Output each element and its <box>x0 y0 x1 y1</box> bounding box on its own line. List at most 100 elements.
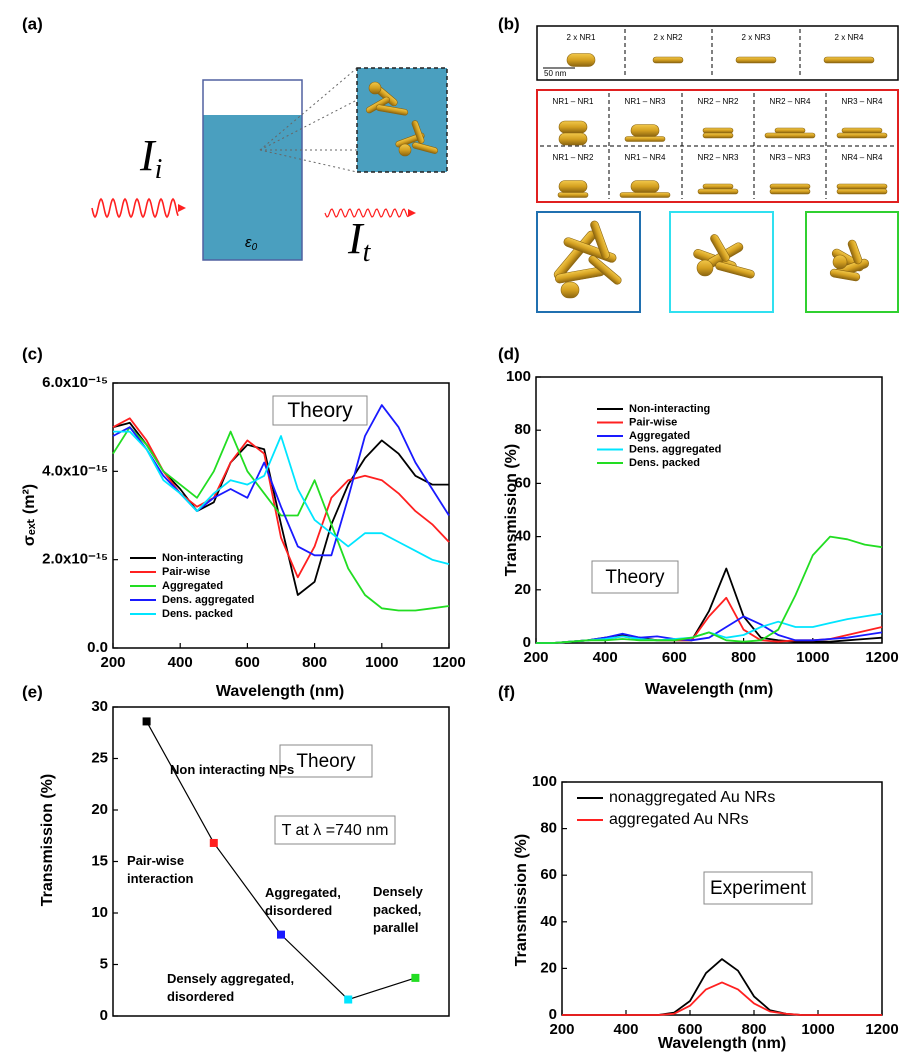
zoom-lines <box>259 67 358 173</box>
nanorod <box>832 254 848 270</box>
label-line: Non interacting NPs <box>170 762 294 777</box>
label-line: disordered <box>265 903 332 918</box>
label-line: Aggregated, <box>265 885 341 900</box>
permittivity: ε0 <box>245 234 258 253</box>
nanorod <box>630 124 660 137</box>
singles-box <box>536 25 899 81</box>
y-tick-label: 25 <box>91 749 108 766</box>
x-tick-label: 800 <box>741 1021 766 1038</box>
arrow-head <box>178 204 186 212</box>
nanorod <box>412 142 438 154</box>
nanorod <box>715 261 755 279</box>
panel-label: (f) <box>498 682 515 701</box>
panel-label: (a) <box>22 14 43 33</box>
x-axis-label: Wavelength (nm) <box>645 681 773 698</box>
y-tick-label: 5 <box>100 955 108 972</box>
legend-label: Dens. packed <box>162 608 233 620</box>
nanorod <box>558 120 588 134</box>
pair-label: NR1 – NR3 <box>625 97 666 106</box>
point-label: Aggregated, disordered <box>265 885 341 918</box>
annotation: Theory <box>296 751 356 772</box>
nanorod <box>710 234 730 262</box>
pairs-box <box>536 89 899 203</box>
nanorod <box>411 120 425 144</box>
x-tick-label: 800 <box>302 654 327 671</box>
x-tick-label: 1000 <box>801 1021 834 1038</box>
y-axis-label: Transmission (%) <box>513 834 530 966</box>
legend-label: Dens. aggregated <box>162 594 254 606</box>
annotation: Experiment <box>710 878 807 899</box>
nanorod <box>697 188 739 195</box>
nanorod <box>588 255 622 285</box>
series-line <box>536 615 883 644</box>
legend-label: aggregated Au NRs <box>609 811 749 828</box>
y-tick-label: 100 <box>532 773 557 790</box>
y-tick-label: 0 <box>549 1006 557 1023</box>
series-line <box>536 535 883 644</box>
y-tick-label: 15 <box>91 852 108 869</box>
legend-label: Aggregated <box>629 430 690 442</box>
annotation: T at λ =740 nm <box>282 822 389 839</box>
nanorod <box>836 188 888 195</box>
nanorod <box>560 281 580 299</box>
x-tick-label: 600 <box>235 654 260 671</box>
subscript: i <box>155 154 163 185</box>
aggregate-box <box>536 211 641 313</box>
y-tick-label: 20 <box>91 801 108 818</box>
y-tick-label: 20 <box>514 581 531 598</box>
x-tick-label: 1000 <box>796 649 829 666</box>
pair-label: NR3 – NR4 <box>842 97 883 106</box>
series-line <box>562 981 882 1016</box>
annotation-box <box>279 744 373 778</box>
single-label: 2 x NR4 <box>835 33 864 42</box>
panel-label: (b) <box>498 14 520 33</box>
pair-label: NR2 – NR2 <box>698 97 739 106</box>
plot-frame <box>535 376 883 644</box>
series-line <box>113 430 450 565</box>
dividers <box>624 29 801 77</box>
cuvette <box>202 79 303 261</box>
y-tick-label: 80 <box>514 421 531 438</box>
liquid-top <box>203 80 302 115</box>
nanorod <box>735 56 777 64</box>
dividers <box>540 93 895 199</box>
y-tick-label: 30 <box>91 698 108 715</box>
nanorod <box>557 192 589 198</box>
y-axis-label: σₑₓₜ (m²) <box>21 484 38 546</box>
y-tick-label: 80 <box>540 820 557 837</box>
point-label: Densely aggregated, disordered <box>167 971 294 1004</box>
label-line: Densely <box>373 884 424 899</box>
point-label: Pair-wise interaction <box>127 853 194 886</box>
y-tick-label: 60 <box>514 474 531 491</box>
series-line <box>112 404 450 557</box>
panel-label: (e) <box>22 682 43 701</box>
legend-label: Dens. packed <box>629 457 700 469</box>
label-line: parallel <box>373 920 419 935</box>
nanorod <box>836 183 888 190</box>
point <box>344 995 353 1004</box>
legend-label: Dens. aggregated <box>629 443 721 455</box>
aggregate-box <box>805 211 899 313</box>
scale-label: 50 nm <box>544 69 567 78</box>
panel-label: (c) <box>22 344 43 363</box>
nanorod <box>829 268 861 282</box>
nanorod <box>696 259 714 277</box>
annotation-box <box>703 871 813 905</box>
y-tick-label: 40 <box>514 528 531 545</box>
y-tick-label: 10 <box>91 904 108 921</box>
pair-label: NR1 – NR4 <box>625 153 666 162</box>
pair-label: NR1 – NR2 <box>553 153 594 162</box>
liquid <box>203 115 302 260</box>
symbol: ε <box>245 234 252 251</box>
nanorod <box>652 56 684 64</box>
annotation-box <box>274 815 396 845</box>
x-tick-label: 400 <box>168 654 193 671</box>
y-tick-label: 4.0x10⁻¹⁵ <box>42 462 108 479</box>
series-line <box>112 426 450 612</box>
x-tick-label: 800 <box>731 649 756 666</box>
pair-label: NR2 – NR3 <box>698 153 739 162</box>
legend-label: Aggregated <box>162 580 223 592</box>
x-axis-label: Wavelength (nm) <box>658 1035 786 1052</box>
legend-label: Non-interacting <box>162 552 243 564</box>
